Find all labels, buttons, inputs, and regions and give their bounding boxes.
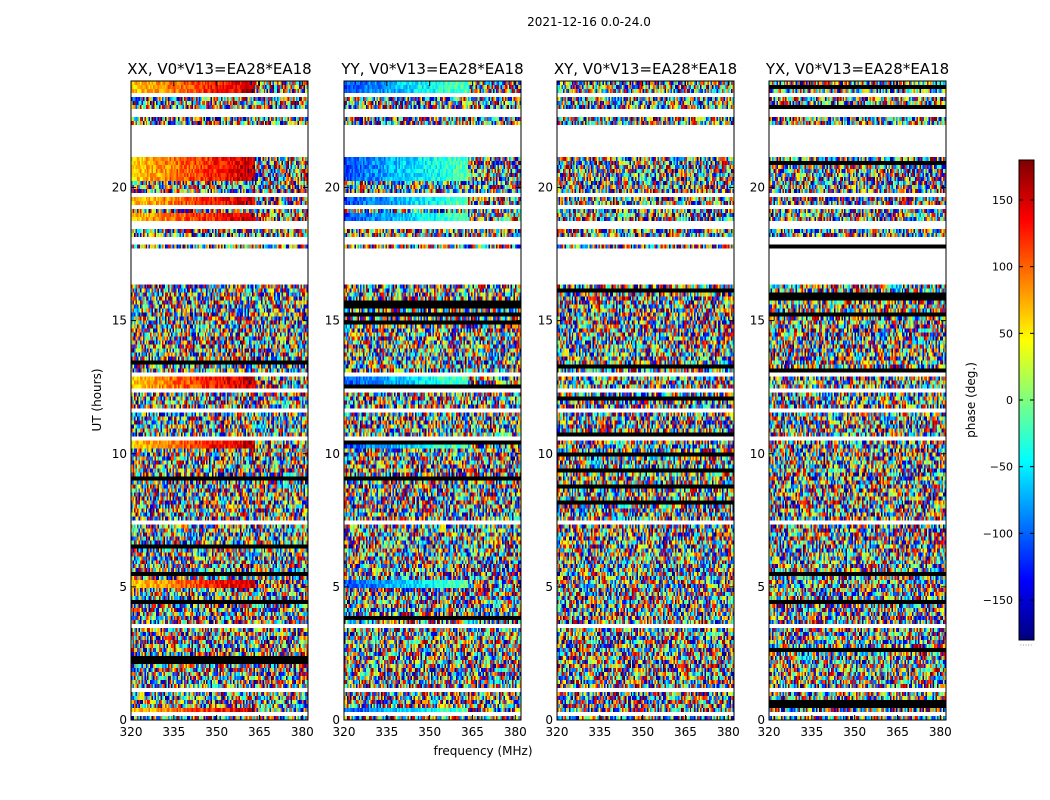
x-tick-label: 320: [546, 725, 569, 739]
x-tick-label: 350: [418, 725, 441, 739]
panel-title: XY, V0*V13=EA28*EA18: [554, 60, 737, 78]
heatmap-image: [131, 81, 308, 720]
panel-frame: [343, 80, 522, 721]
panel-xy: XY, V0*V13=EA28*EA18 320 335 350 365 380 0 5 10 1…: [538, 60, 740, 739]
x-tick-label: 365: [886, 725, 909, 739]
heatmap-image: [769, 81, 946, 720]
x-tick-label: 380: [504, 725, 527, 739]
colorbar-tick-label: 50: [999, 327, 1013, 340]
y-tick-label: 5: [332, 580, 340, 594]
colorbar-label: phase (deg.): [964, 362, 978, 438]
colorbar-tick-label: −100: [983, 527, 1013, 540]
y-tick-label: 5: [119, 580, 127, 594]
y-tick-label: 0: [545, 713, 553, 727]
x-tick-label: 335: [162, 725, 185, 739]
figure-title: 2021-12-16 0.0-24.0: [527, 15, 651, 29]
x-tick-label: 335: [800, 725, 823, 739]
heatmap-image: [344, 81, 521, 720]
panel-frame: [130, 80, 309, 721]
panel-frame: [768, 80, 947, 721]
y-tick-label: 0: [332, 713, 340, 727]
panel-title: YY, V0*V13=EA28*EA18: [340, 60, 523, 78]
y-tick-label: 10: [538, 447, 553, 461]
colorbar-tick-label: −150: [983, 594, 1013, 607]
y-tick-label: 10: [325, 447, 340, 461]
panel-title: YX, V0*V13=EA28*EA18: [765, 60, 949, 78]
y-tick-label: 10: [750, 447, 765, 461]
x-tick-label: 380: [717, 725, 740, 739]
x-tick-label: 380: [291, 725, 314, 739]
x-tick-label: 350: [205, 725, 228, 739]
x-tick-label: 335: [375, 725, 398, 739]
x-tick-label: 335: [588, 725, 611, 739]
panel-title: XX, V0*V13=EA28*EA18: [127, 60, 311, 78]
y-axis-label: UT (hours): [90, 368, 104, 431]
y-tick-label: 20: [538, 181, 553, 195]
x-tick-label: 320: [758, 725, 781, 739]
y-tick-label: 5: [757, 580, 765, 594]
x-axis-label: frequency (MHz): [433, 744, 532, 758]
x-tick-label: 380: [929, 725, 952, 739]
x-tick-label: 365: [248, 725, 271, 739]
y-tick-label: 10: [112, 447, 127, 461]
panel-frame: [556, 80, 735, 721]
heatmap-image: [557, 81, 734, 720]
panel-yx: YX, V0*V13=EA28*EA18 320 335 350 365 380 0 5 10 1…: [750, 60, 952, 739]
x-tick-label: 320: [120, 725, 143, 739]
y-tick-label: 15: [750, 314, 765, 328]
colorbar: 150 100 50 0 −50 −100 −150: [983, 159, 1035, 641]
y-tick-label: 15: [325, 314, 340, 328]
panel-yy: YY, V0*V13=EA28*EA18 320 335 350 365 380 0 5 10 1…: [325, 60, 527, 739]
x-tick-label: 365: [674, 725, 697, 739]
y-tick-label: 15: [112, 314, 127, 328]
y-tick-label: 15: [538, 314, 553, 328]
x-tick-label: 320: [333, 725, 356, 739]
y-tick-label: 0: [119, 713, 127, 727]
colorbar-tick-label: 150: [992, 194, 1013, 207]
panels: XX, V0*V13=EA28*EA18 320 335 350 365 380 0 5 10 1…: [112, 60, 952, 739]
y-tick-label: 0: [757, 713, 765, 727]
y-tick-label: 20: [112, 181, 127, 195]
x-tick-label: 365: [461, 725, 484, 739]
y-tick-label: 5: [545, 580, 553, 594]
y-tick-label: 20: [325, 181, 340, 195]
colorbar-tick-label: −50: [990, 461, 1013, 474]
y-tick-label: 20: [750, 181, 765, 195]
colorbar-tick-label: 100: [992, 261, 1013, 274]
x-tick-label: 350: [631, 725, 654, 739]
colorbar-footer-mark: ·····: [1020, 641, 1033, 650]
panel-xx: XX, V0*V13=EA28*EA18 320 335 350 365 380 0 5 10 1…: [112, 60, 314, 739]
x-tick-label: 350: [843, 725, 866, 739]
colorbar-tick-label: 0: [1006, 394, 1013, 407]
